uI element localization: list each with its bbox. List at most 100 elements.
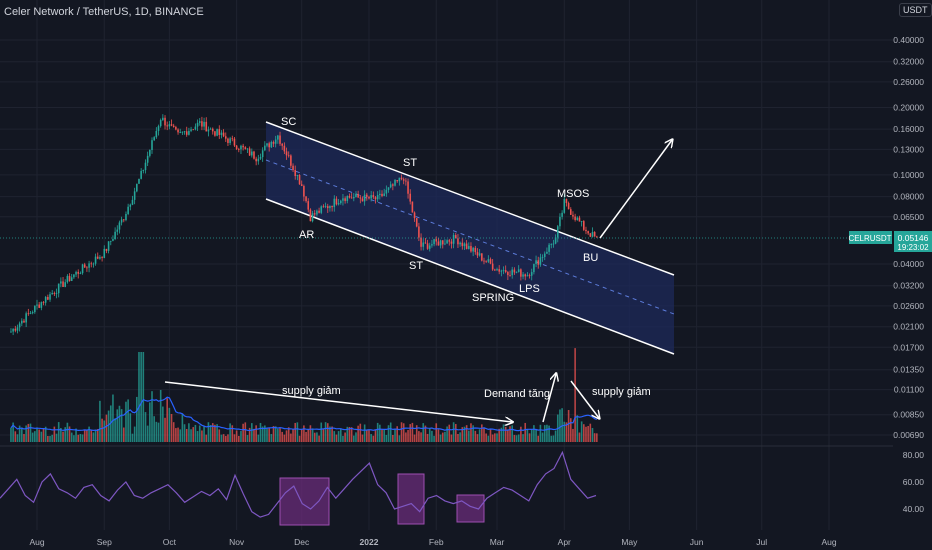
candle-body: [285, 151, 288, 156]
volume-bar: [214, 424, 216, 442]
candle-body: [305, 196, 307, 202]
volume-bar: [198, 425, 201, 442]
price-tick-label: 0.16000: [893, 124, 924, 134]
volume-bar: [541, 432, 544, 442]
candle-body: [498, 269, 500, 272]
volume-bar: [504, 426, 507, 442]
volume-bar: [253, 428, 255, 442]
volume-bar: [353, 435, 355, 442]
price-axis[interactable]: 0.40000 0.32000 0.26000 0.20000 0.16000 0.130…: [893, 35, 924, 440]
volume-bar: [578, 432, 581, 442]
volume-bar: [526, 429, 529, 442]
volume-bar: [548, 425, 550, 442]
label-st-bottom: ST: [409, 260, 423, 272]
time-tick-label: Aug: [29, 537, 44, 547]
candle-body: [368, 196, 370, 199]
volume-bar: [25, 425, 27, 442]
volume-bar: [192, 427, 195, 442]
rsi-highlight-box: [456, 494, 485, 523]
candle-body: [49, 294, 51, 300]
candle-body: [322, 206, 325, 208]
volume-bar: [294, 422, 297, 442]
label-spring: SPRING: [472, 292, 514, 304]
volume-bar: [79, 433, 82, 442]
volume-bar: [153, 416, 155, 442]
candle-body: [55, 293, 58, 294]
currency-button[interactable]: USDT: [899, 3, 932, 17]
candle-body: [318, 210, 320, 213]
price-tick-label: 0.13000: [893, 144, 924, 154]
candle-body: [441, 240, 444, 245]
volume-bar: [366, 429, 368, 442]
time-axis[interactable]: Aug Sep Oct Nov Dec 2022 Feb Mar Apr May Jun Jul Aug: [29, 537, 836, 547]
candle-body: [268, 143, 270, 148]
rsi-tick-label: 80.00: [903, 450, 925, 460]
volume-bar: [151, 391, 153, 442]
candle-body: [105, 248, 108, 251]
time-tick-label: Nov: [229, 537, 245, 547]
volume-bar: [535, 429, 537, 442]
candle-body: [526, 275, 529, 277]
candle-body: [10, 331, 12, 333]
volume-bar: [496, 433, 498, 442]
rsi-axis: 80.00 60.00 40.00: [903, 450, 925, 514]
candle-body: [175, 126, 177, 130]
volume-bar: [454, 424, 457, 442]
volume-bar: [96, 429, 99, 442]
volume-bar: [459, 432, 461, 442]
candle-body: [159, 120, 162, 127]
volume-bar: [90, 429, 93, 442]
volume-bar: [220, 434, 223, 442]
candle-body: [572, 214, 574, 217]
candle-body: [415, 218, 418, 227]
candle-body: [279, 135, 281, 144]
volume-bar: [164, 417, 166, 442]
candle-body: [140, 170, 142, 179]
volume-bar: [413, 434, 416, 442]
candle-body: [196, 122, 199, 127]
candle-body: [346, 196, 349, 201]
volume-bar: [370, 434, 372, 442]
volume-bar: [307, 429, 310, 442]
volume-bar: [559, 409, 561, 442]
candle-body: [177, 129, 179, 133]
candle-body: [142, 170, 145, 171]
volume-bar: [303, 425, 305, 442]
volume-bar: [138, 352, 140, 442]
price-tag-value: 0.05146: [898, 233, 929, 243]
candle-body: [40, 302, 43, 308]
volume-bar: [49, 435, 51, 442]
volume-bar: [55, 433, 58, 442]
volume-bar: [415, 425, 418, 442]
candle-body: [44, 296, 47, 303]
volume-bar: [331, 426, 333, 442]
candle-body: [329, 205, 331, 209]
candle-body: [198, 121, 201, 123]
volume-bar: [359, 423, 362, 442]
candle-body: [554, 237, 557, 244]
candle-body: [461, 242, 464, 247]
volume-bar: [112, 394, 114, 442]
candle-body: [520, 269, 522, 277]
volume-bar: [81, 434, 84, 442]
candle-body: [504, 270, 507, 273]
price-tick-label: 0.02100: [893, 322, 924, 332]
candle-body: [569, 209, 572, 215]
candle-body: [596, 236, 598, 238]
volume-bar: [539, 424, 542, 442]
volume-bar: [481, 424, 483, 442]
rsi-highlight-box: [397, 473, 425, 525]
volume-bar: [34, 431, 36, 442]
volume-bar: [296, 422, 299, 442]
volume-bar: [227, 434, 229, 442]
candle-body: [88, 263, 90, 268]
label-msos: MSOS: [557, 188, 589, 200]
candle-body: [307, 201, 310, 210]
label-ar: AR: [299, 229, 314, 241]
volume-bar: [346, 426, 349, 442]
volume-bar: [146, 425, 149, 442]
candle-body: [240, 145, 242, 150]
candle-body: [463, 243, 466, 247]
volume-bar: [86, 429, 88, 442]
